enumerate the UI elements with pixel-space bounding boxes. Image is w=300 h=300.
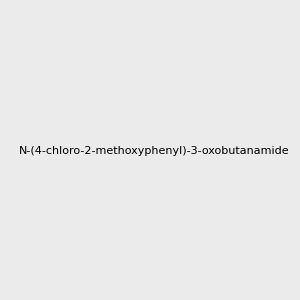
Text: N-(4-chloro-2-methoxyphenyl)-3-oxobutanamide: N-(4-chloro-2-methoxyphenyl)-3-oxobutana… xyxy=(18,146,289,157)
